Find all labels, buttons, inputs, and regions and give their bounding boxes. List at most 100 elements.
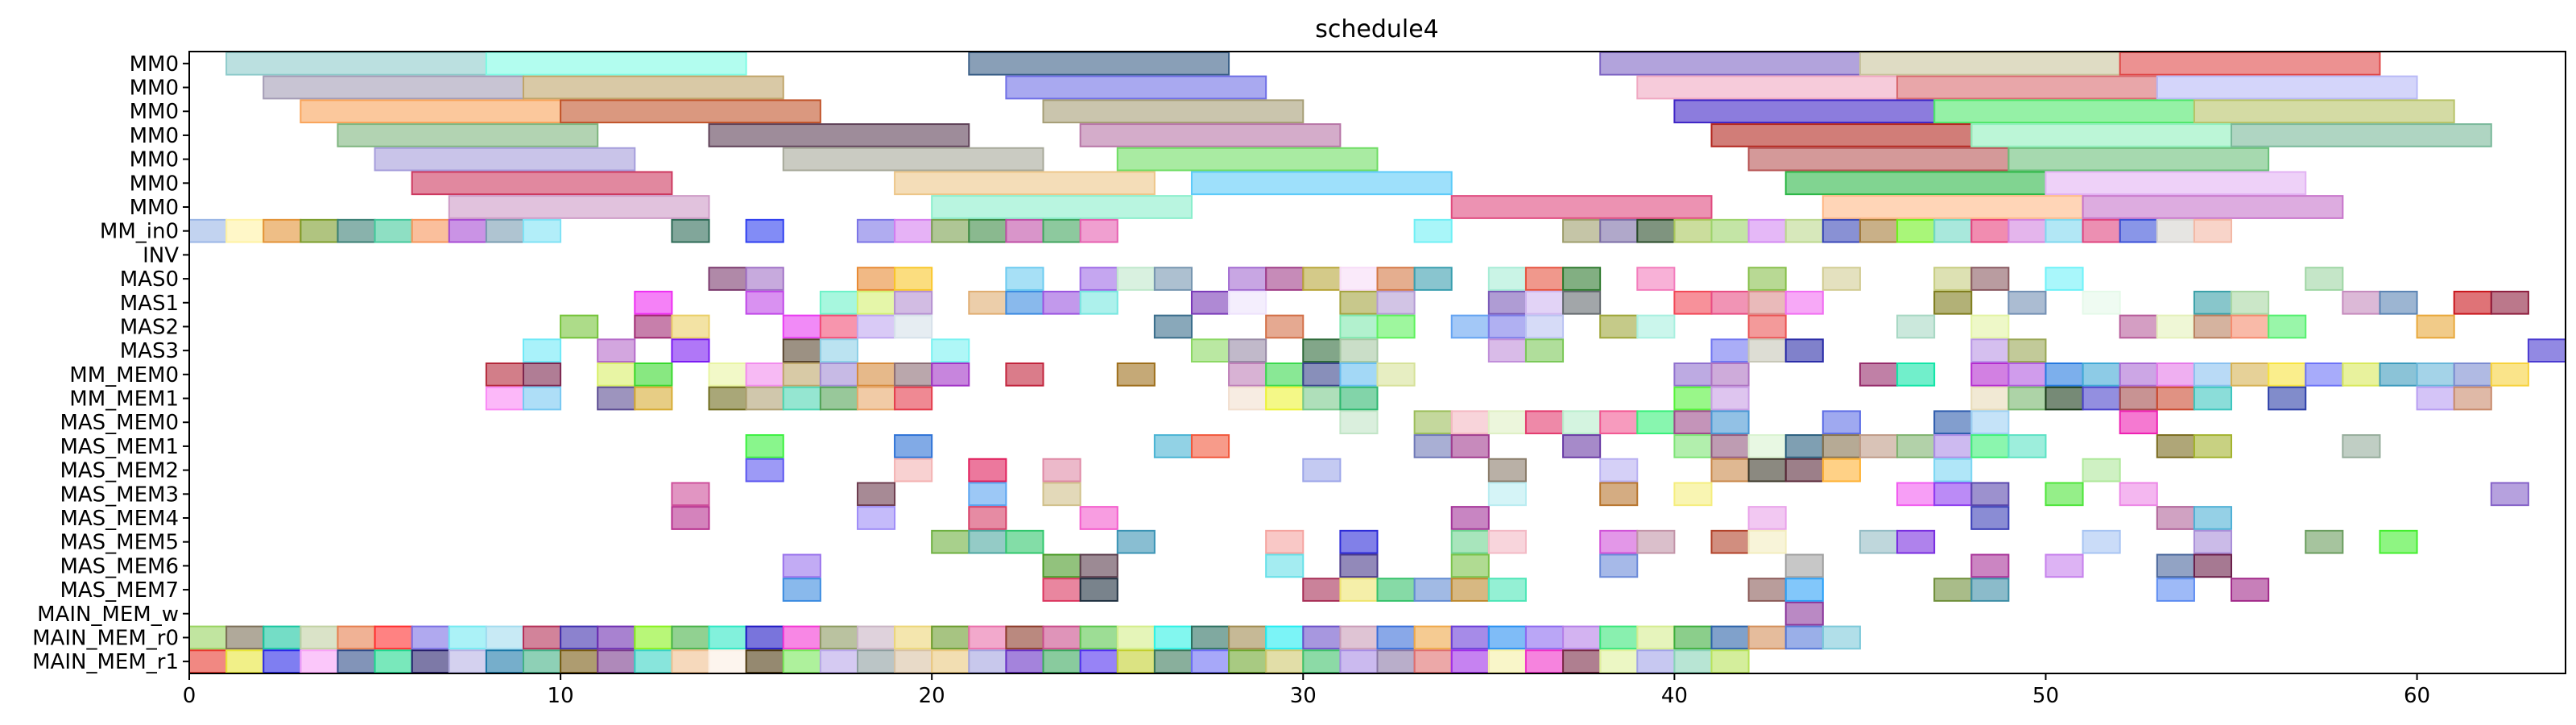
task-bar <box>1747 578 1787 602</box>
task-bar <box>1747 218 1787 243</box>
task-bar <box>2453 386 2492 411</box>
task-bar <box>1302 386 1342 411</box>
task-bar <box>1599 649 1639 673</box>
task-bar <box>2156 362 2195 387</box>
task-bar <box>1153 434 1193 458</box>
task-bar <box>2305 529 2344 554</box>
task-bar <box>1747 314 1787 339</box>
task-bar <box>745 458 784 483</box>
task-bar <box>1970 314 2010 339</box>
task-bar <box>2082 386 2121 411</box>
task-bar <box>1079 578 1118 602</box>
task-bar <box>1821 218 1861 243</box>
task-bar <box>2231 578 2270 602</box>
task-bar <box>2379 290 2418 315</box>
task-bar <box>1005 625 1044 650</box>
task-bar <box>188 625 228 650</box>
task-bar <box>856 218 896 243</box>
task-bar <box>1970 386 2010 411</box>
task-bar <box>1599 482 1639 507</box>
task-bar <box>2193 386 2233 411</box>
task-bar <box>1042 218 1081 243</box>
task-bar <box>2007 434 2047 458</box>
task-bar <box>485 386 524 411</box>
y-axis-labels: MM0MM0MM0MM0MM0MM0MM0MM_in0INVMAS0MAS1MA… <box>32 52 189 674</box>
x-tick-label: 50 <box>2032 684 2059 708</box>
task-bar <box>1599 218 1639 243</box>
task-bar <box>300 218 339 243</box>
task-bar <box>1636 218 1676 243</box>
task-bar <box>1339 386 1379 411</box>
task-bar <box>1747 290 1787 315</box>
task-bar <box>1487 529 1527 554</box>
task-bar <box>485 218 524 243</box>
task-bar <box>968 506 1007 530</box>
task-bar <box>300 649 339 673</box>
task-bar <box>671 314 710 339</box>
task-bar <box>374 649 413 673</box>
task-bar <box>1265 362 1305 387</box>
task-bar <box>1710 362 1750 387</box>
task-bar <box>2342 290 2381 315</box>
task-bar <box>1228 362 1267 387</box>
task-bar <box>968 625 1007 650</box>
task-bar <box>1079 290 1118 315</box>
task-bar <box>745 362 784 387</box>
task-bar <box>1339 410 1379 435</box>
task-bar <box>1710 625 1750 650</box>
task-bar <box>1265 625 1305 650</box>
task-bar <box>2193 553 2233 578</box>
task-bar <box>782 314 821 339</box>
task-bar <box>1636 410 1676 435</box>
task-bar <box>300 99 562 124</box>
task-bar <box>188 649 228 673</box>
task-bar <box>1302 267 1342 291</box>
task-bar <box>2045 218 2084 243</box>
task-bar <box>1524 290 1565 315</box>
task-bar <box>894 171 1156 196</box>
task-bar <box>2119 410 2158 435</box>
task-bar <box>1005 529 1044 554</box>
task-bar <box>708 386 747 411</box>
task-bar <box>1933 434 1973 458</box>
task-bar <box>1784 218 1824 243</box>
task-bar <box>1376 362 1416 387</box>
task-bar <box>1450 529 1490 554</box>
task-bar <box>2231 123 2492 147</box>
task-bar <box>2007 362 2047 387</box>
task-bar <box>1153 649 1193 673</box>
task-bar <box>1821 625 1861 650</box>
task-bar <box>225 649 265 673</box>
task-bar <box>1784 578 1824 602</box>
task-bar <box>1450 195 1713 219</box>
task-bar <box>745 649 784 673</box>
task-bar <box>597 338 636 362</box>
task-bar <box>1933 267 1973 291</box>
task-bar <box>1413 434 1453 458</box>
task-bar <box>1636 625 1676 650</box>
task-bar <box>856 625 896 650</box>
task-bar <box>745 290 784 315</box>
y-tick-label: MM0 <box>130 124 179 148</box>
task-bar <box>2193 529 2233 554</box>
task-bar <box>1190 649 1230 673</box>
task-bar <box>634 625 673 650</box>
task-bar <box>2156 434 2195 458</box>
task-bar <box>1450 578 1490 602</box>
task-bar <box>485 649 524 673</box>
task-bar <box>411 218 450 243</box>
task-bar <box>894 218 933 243</box>
task-bar <box>1933 458 1973 483</box>
task-bar <box>1413 578 1453 602</box>
task-bar <box>1042 458 1081 483</box>
task-bar <box>894 362 933 387</box>
task-bar <box>1079 625 1118 650</box>
task-bar <box>1599 553 1639 578</box>
task-bar <box>1079 553 1118 578</box>
task-bar <box>2490 482 2529 507</box>
task-bar <box>1450 410 1490 435</box>
plot-frame <box>188 51 2566 674</box>
task-bar <box>1339 529 1379 554</box>
task-bar <box>1784 338 1824 362</box>
y-tick-label: MAIN_MEM_r0 <box>32 626 179 650</box>
